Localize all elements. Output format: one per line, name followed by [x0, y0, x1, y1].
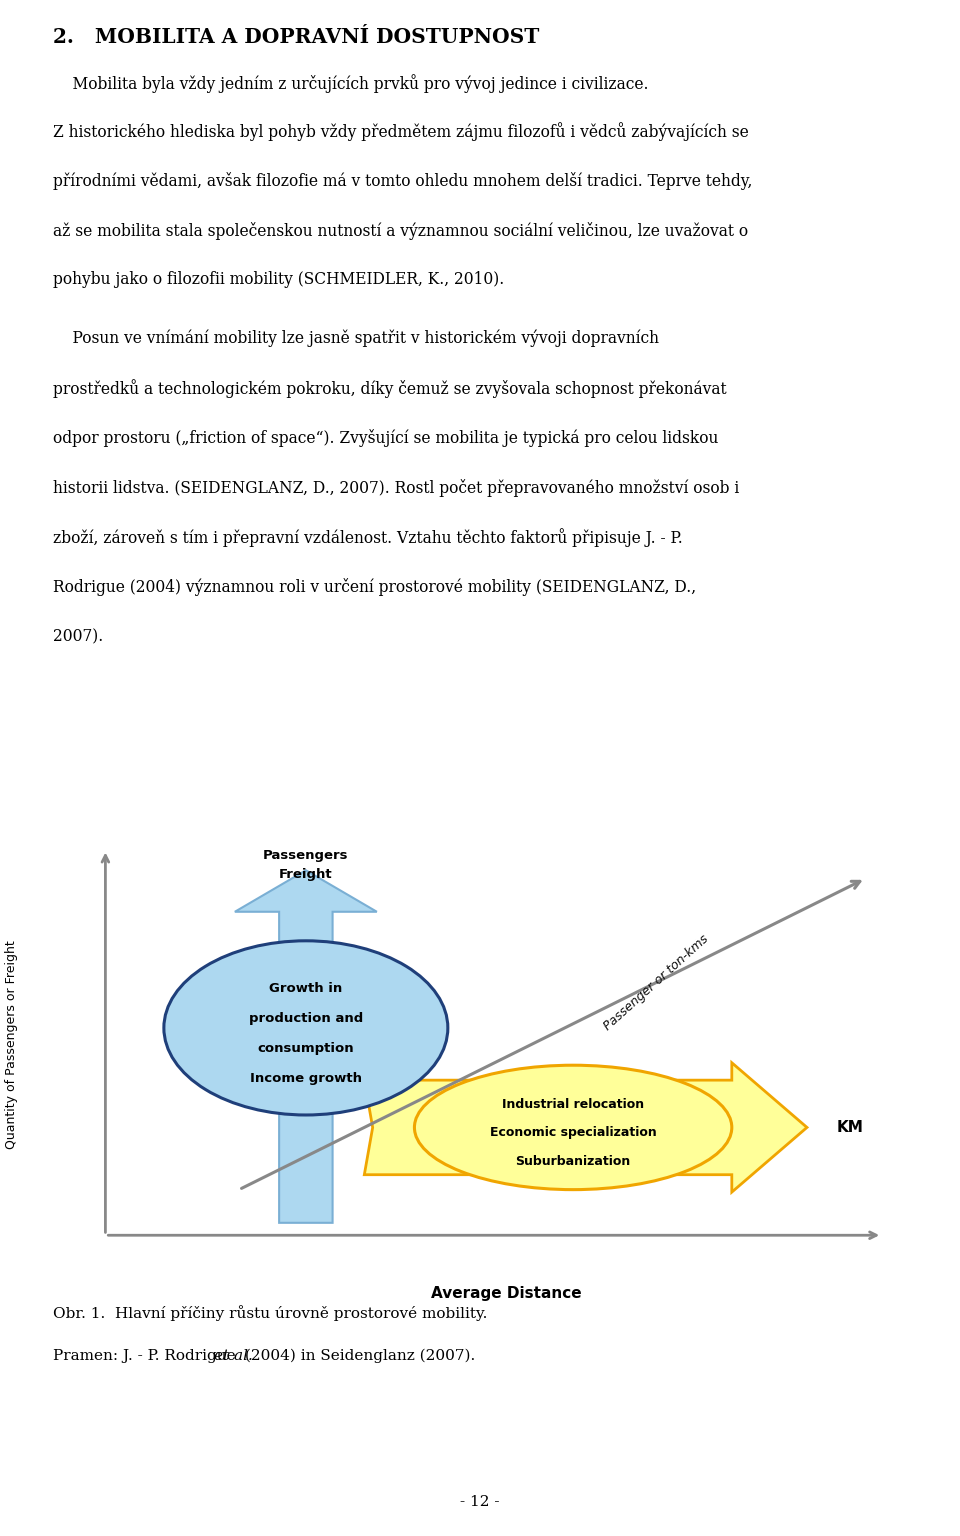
Text: 2007).: 2007). [53, 628, 103, 645]
Text: pohybu jako o filozofii mobility (SCHMEIDLER, K., 2010).: pohybu jako o filozofii mobility (SCHMEI… [53, 272, 504, 289]
Text: Pramen: J. - P. Rodrigue: Pramen: J. - P. Rodrigue [53, 1349, 240, 1362]
Text: Passengers: Passengers [263, 849, 348, 862]
Text: Obr. 1.  Hlavní příčiny růstu úrovně prostorové mobility.: Obr. 1. Hlavní příčiny růstu úrovně pros… [53, 1306, 487, 1321]
Text: Income growth: Income growth [250, 1072, 362, 1084]
Text: prostředků a technologickém pokroku, díky čemuž se zvyšovala schopnost překonáva: prostředků a technologickém pokroku, dík… [53, 379, 727, 398]
Text: production and: production and [249, 1012, 363, 1025]
Ellipse shape [164, 940, 447, 1115]
Text: odpor prostoru („friction of space“). Zvyšující se mobilita je typická pro celou: odpor prostoru („friction of space“). Zv… [53, 429, 718, 447]
Text: consumption: consumption [257, 1041, 354, 1055]
Text: Industrial relocation: Industrial relocation [502, 1098, 644, 1111]
Text: historii lidstva. (SEIDENGLANZ, D., 2007). Rostl počet přepravovaného množství o: historii lidstva. (SEIDENGLANZ, D., 2007… [53, 479, 739, 496]
Text: Economic specialization: Economic specialization [490, 1126, 657, 1140]
Text: Suburbanization: Suburbanization [516, 1155, 631, 1167]
Text: Growth in: Growth in [269, 982, 343, 995]
Text: Rodrigue (2004) významnou roli v určení prostorové mobility (SEIDENGLANZ, D.,: Rodrigue (2004) významnou roli v určení … [53, 579, 696, 596]
Text: 2.   MOBILITA A DOPRAVNÍ DOSTUPNOST: 2. MOBILITA A DOPRAVNÍ DOSTUPNOST [53, 28, 540, 48]
Text: (2004) in Seidenglanz (2007).: (2004) in Seidenglanz (2007). [240, 1349, 475, 1362]
Polygon shape [364, 1063, 807, 1192]
Text: Mobilita byla vždy jedním z určujících prvků pro vývoj jedince i civilizace.: Mobilita byla vždy jedním z určujících p… [53, 74, 648, 94]
Text: et al.: et al. [214, 1349, 252, 1362]
Text: až se mobilita stala společenskou nutností a významnou sociální veličinou, lze u: až se mobilita stala společenskou nutnos… [53, 221, 748, 240]
Polygon shape [235, 871, 377, 1223]
Text: přírodními vědami, avšak filozofie má v tomto ohledu mnohem delší tradici. Teprv: přírodními vědami, avšak filozofie má v … [53, 172, 753, 190]
Text: - 12 -: - 12 - [460, 1495, 500, 1510]
Text: Z historického hlediska byl pohyb vždy předmětem zájmu filozofů i vědců zabývají: Z historického hlediska byl pohyb vždy p… [53, 121, 749, 141]
Text: zboží, zároveň s tím i přepravní vzdálenost. Vztahu těchto faktorů připisuje J. : zboží, zároveň s tím i přepravní vzdálen… [53, 528, 683, 547]
Text: Passenger or ton-kms: Passenger or ton-kms [602, 932, 711, 1032]
Ellipse shape [415, 1066, 732, 1189]
Text: KM: KM [836, 1120, 863, 1135]
Text: Average Distance: Average Distance [431, 1286, 582, 1301]
Text: Quantity of Passengers or Freight: Quantity of Passengers or Freight [5, 940, 18, 1149]
Text: Freight: Freight [279, 868, 333, 882]
Text: Posun ve vnímání mobility lze jasně spatřit v historickém vývoji dopravních: Posun ve vnímání mobility lze jasně spat… [53, 329, 659, 347]
